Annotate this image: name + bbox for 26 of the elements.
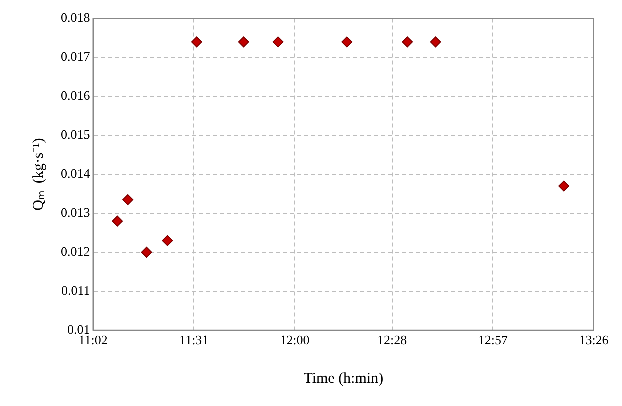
y-tick-label: 0.014 (61, 166, 91, 182)
point (342, 36, 353, 48)
x-tick-label: 12:57 (478, 332, 508, 348)
y-tick-label: 0.013 (61, 204, 90, 220)
y-tick-label: 0.018 (61, 10, 90, 26)
y-tick-label: 0.012 (61, 244, 90, 259)
point (112, 216, 124, 227)
point (238, 36, 250, 48)
y-tick-label: 0.015 (61, 127, 90, 142)
x-tick-label: 12:00 (280, 332, 310, 348)
x-tick-label: 13:26 (579, 332, 610, 348)
y-axis-title: Qₘ (kg·s⁻¹) (30, 138, 47, 211)
x-axis-title: Time (h:min) (304, 370, 384, 387)
point (430, 36, 442, 48)
point (141, 247, 152, 258)
x-tick-label: 11:31 (180, 332, 209, 348)
point (162, 235, 174, 246)
point (558, 180, 570, 192)
point (122, 194, 134, 206)
point (272, 36, 284, 48)
y-tick-label: 0.016 (61, 88, 91, 104)
x-tick-label: 12:28 (378, 332, 408, 348)
y-tick-label: 0.011 (61, 282, 90, 298)
point (402, 36, 414, 48)
point (191, 36, 202, 48)
y-tick-label: 0.017 (61, 49, 91, 64)
